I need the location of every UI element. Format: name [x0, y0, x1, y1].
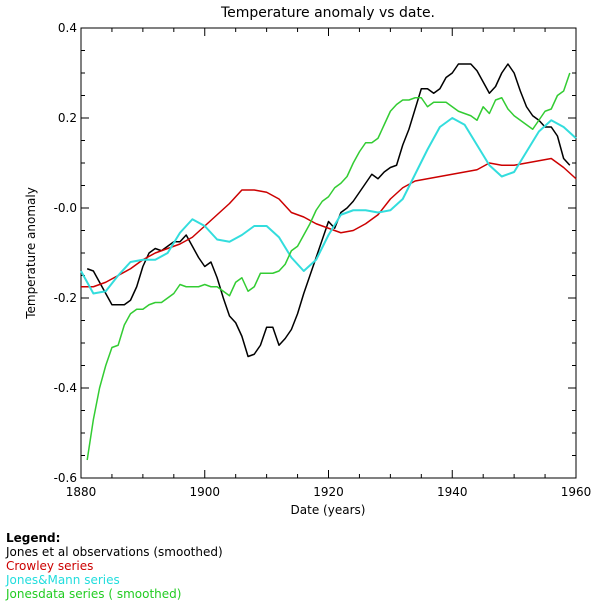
- legend: Legend: Jones et al observations (smooth…: [6, 531, 223, 601]
- chart-title: Temperature anomaly vs date.: [220, 5, 435, 21]
- y-tick-label: -0.2: [54, 291, 77, 305]
- series-line-crowley: [81, 157, 577, 288]
- series-line-jones-observations: [86, 63, 571, 358]
- legend-item-jones-observations: Jones et al observations (smoothed): [6, 545, 223, 559]
- series-line-jonesdata: [86, 72, 571, 461]
- x-tick-label: 1920: [313, 485, 344, 499]
- temperature-chart: Temperature anomaly vs date. 1880 1900 192…: [24, 5, 592, 517]
- x-tick-label: 1960: [561, 485, 592, 499]
- axis-ticks: [80, 27, 577, 479]
- legend-item-jonesdata: Jonesdata series ( smoothed): [6, 587, 182, 601]
- y-tick-label: 0.4: [58, 21, 77, 35]
- y-tick-labels: -0.6 -0.4 -0.2 -0.0 0.2 0.4: [54, 21, 77, 485]
- y-tick-label: 0.2: [58, 111, 77, 125]
- series-line-jones-mann: [80, 117, 577, 295]
- y-axis-label: Temperature anomaly: [24, 187, 38, 320]
- y-tick-label: -0.6: [54, 471, 77, 485]
- x-tick-label: 1940: [437, 485, 468, 499]
- x-tick-label: 1900: [189, 485, 220, 499]
- y-tick-label: -0.4: [54, 381, 77, 395]
- series-lines: [80, 63, 577, 461]
- legend-heading: Legend:: [6, 531, 61, 545]
- legend-item-jones-mann: Jones&Mann series: [6, 573, 120, 587]
- x-tick-label: 1880: [66, 485, 97, 499]
- y-tick-label: -0.0: [54, 201, 77, 215]
- x-axis-label: Date (years): [291, 503, 366, 517]
- legend-item-crowley: Crowley series: [6, 559, 94, 573]
- x-tick-labels: 1880 1900 1920 1940 1960: [66, 485, 592, 499]
